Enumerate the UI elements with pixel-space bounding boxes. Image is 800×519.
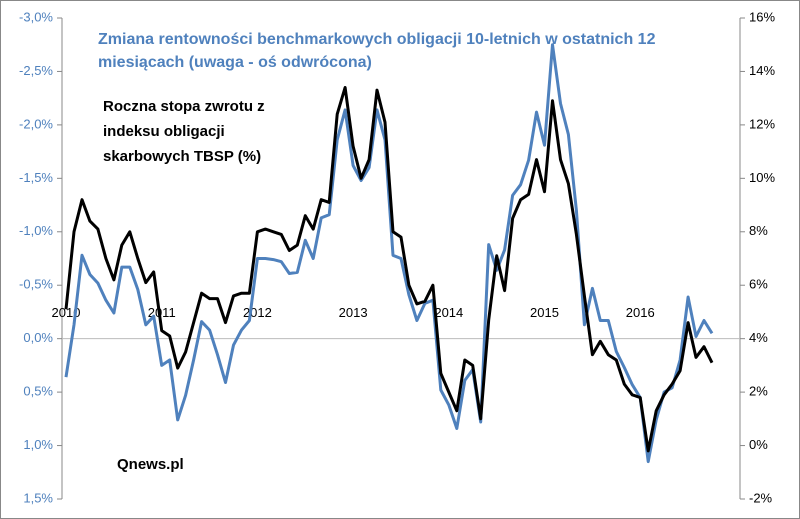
y2-tick-label: 0% bbox=[749, 437, 768, 452]
y-tick-label: 0,5% bbox=[23, 384, 53, 399]
x-tick-label: 2012 bbox=[243, 305, 272, 320]
y2-tick-label: 8% bbox=[749, 223, 768, 238]
y2-tick-label: 12% bbox=[749, 116, 775, 131]
y2-tick-label: 6% bbox=[749, 277, 768, 292]
y2-tick-label: 16% bbox=[749, 9, 775, 24]
x-tick-label: 2013 bbox=[339, 305, 368, 320]
x-tick-label: 2010 bbox=[52, 305, 81, 320]
series-label: Roczna stopa zwrotu z indeksu obligacji … bbox=[103, 98, 265, 165]
x-tick-label: 2016 bbox=[626, 305, 655, 320]
chart-title: Zmiana rentowności benchmarkowych obliga… bbox=[98, 31, 656, 71]
y-tick-label: 1,0% bbox=[23, 437, 53, 452]
y2-tick-label: 2% bbox=[749, 384, 768, 399]
y-tick-label: -3,0% bbox=[19, 9, 53, 24]
y-tick-label: -1,5% bbox=[19, 170, 53, 185]
y-tick-label: 1,5% bbox=[23, 490, 53, 505]
x-tick-label: 2014 bbox=[434, 305, 463, 320]
y-tick-label: -2,0% bbox=[19, 116, 53, 131]
y2-tick-label: -2% bbox=[749, 490, 773, 505]
source: Qnews.pl bbox=[117, 456, 184, 473]
y2-tick-label: 10% bbox=[749, 170, 775, 185]
y-tick-label: 0,0% bbox=[23, 330, 53, 345]
y-tick-label: -1,0% bbox=[19, 223, 53, 238]
y2-tick-label: 4% bbox=[749, 330, 768, 345]
y2-tick-label: 14% bbox=[749, 63, 775, 78]
x-tick-label: 2015 bbox=[530, 305, 559, 320]
series-line bbox=[64, 86, 714, 453]
y-tick-label: -0,5% bbox=[19, 277, 53, 292]
y-tick-label: -2,5% bbox=[19, 63, 53, 78]
